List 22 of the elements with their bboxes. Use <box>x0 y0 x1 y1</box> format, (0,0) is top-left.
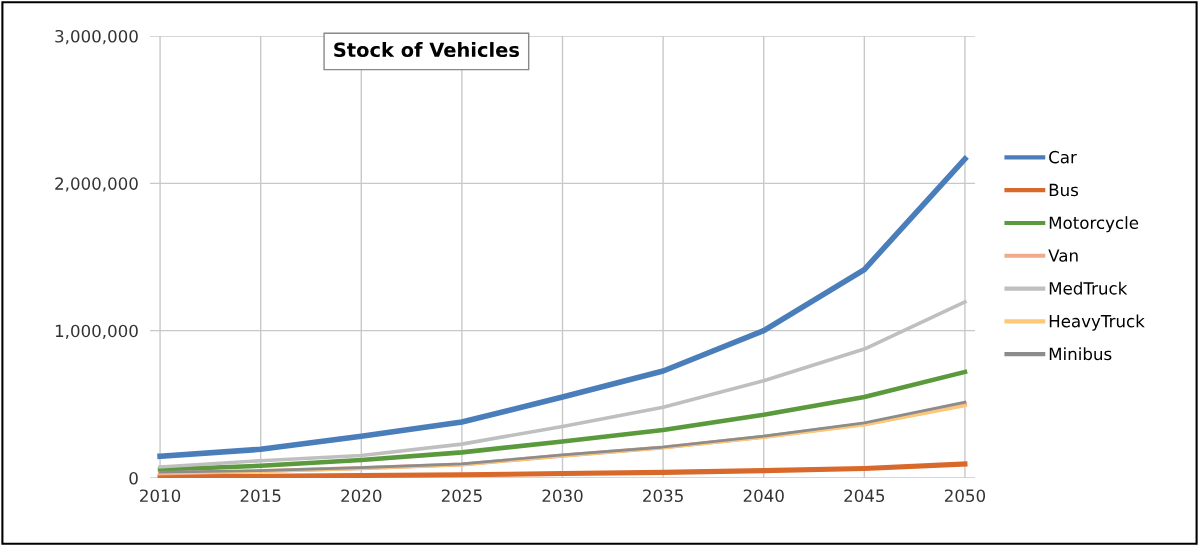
x-tick-label: 2010 <box>140 489 181 503</box>
line-series <box>157 369 968 472</box>
chart-title: Stock of Vehicles <box>334 42 519 58</box>
legend-label: Van <box>1048 249 1078 262</box>
x-tick-label: 2030 <box>542 489 583 503</box>
legend-label: Bus <box>1049 183 1079 197</box>
x-tick-label: 2020 <box>341 489 382 503</box>
legend-label: Motorcycle <box>1049 216 1139 233</box>
y-tick-label: 3,000,000 <box>55 29 138 45</box>
x-tick-label: 2040 <box>743 489 784 503</box>
y-tick-label: 2,000,000 <box>55 177 138 192</box>
legend-label: MedTruck <box>1049 281 1128 295</box>
x-tick-label: 2050 <box>944 489 986 503</box>
y-tick-label: 0 <box>129 471 138 485</box>
legend-label: HeavyTruck <box>1049 314 1145 331</box>
legend-label: Car <box>1049 150 1077 164</box>
x-tick-label: 2035 <box>643 489 683 503</box>
x-tick-label: 2045 <box>844 489 885 503</box>
x-tick-label: 2015 <box>240 489 281 503</box>
legend-label: Minibus <box>1049 347 1112 361</box>
x-tick-label: 2025 <box>441 489 482 503</box>
y-tick-label: 1,000,000 <box>55 324 138 339</box>
